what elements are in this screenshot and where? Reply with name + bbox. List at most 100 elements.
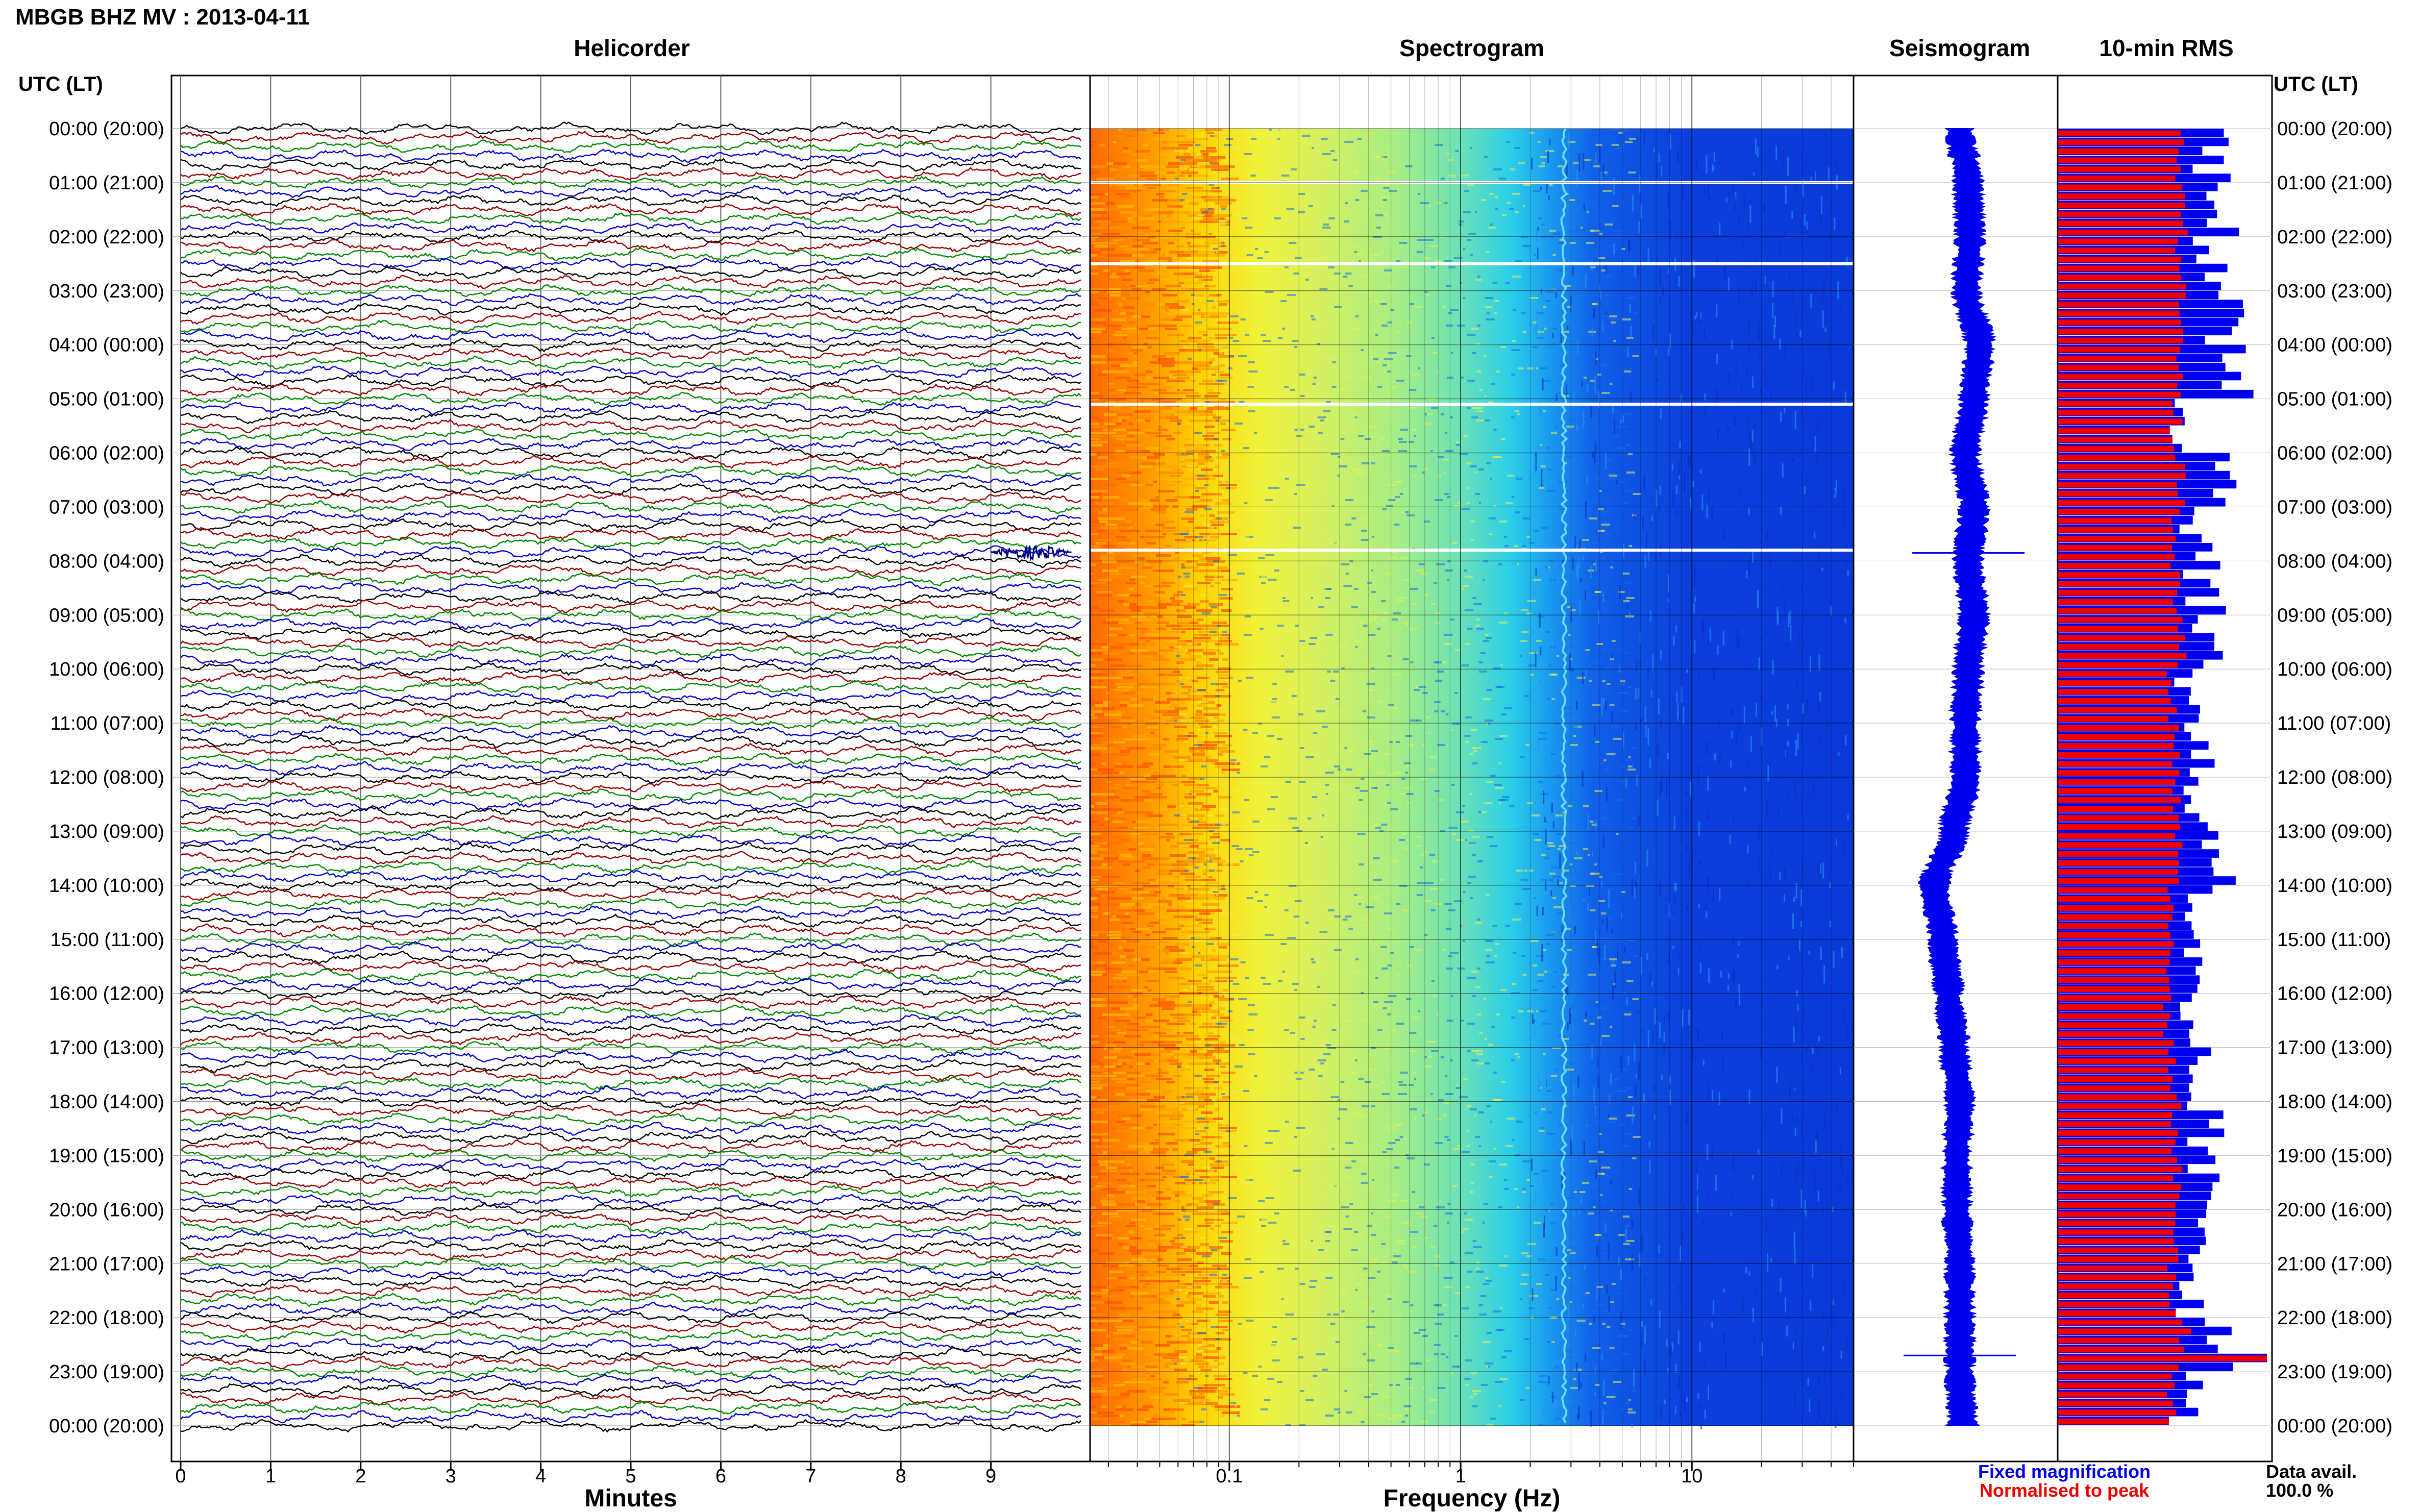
spectrogram-cell — [1570, 1301, 1572, 1303]
spectrogram-cell — [1398, 450, 1408, 452]
spectrogram-cell — [1166, 1268, 1181, 1270]
spectrogram-cell — [1192, 667, 1203, 670]
spectrogram-cell — [1136, 438, 1152, 440]
spectrogram-cell — [1189, 419, 1205, 422]
spectrogram-cell — [1099, 401, 1106, 404]
spectrogram-cell — [1090, 735, 1103, 737]
spectrogram-cell — [1116, 478, 1126, 480]
spectrogram-cell — [1116, 1081, 1122, 1083]
spectrogram-cell — [1177, 591, 1183, 593]
spectrogram-cell — [1178, 1283, 1186, 1285]
spectrogram-cell — [1128, 1249, 1143, 1252]
spectrogram-cell — [1465, 716, 1472, 718]
spectrogram-cell — [1190, 689, 1197, 691]
spectrogram-cell — [1221, 450, 1225, 452]
spectrogram-cell — [1108, 811, 1117, 814]
spectrogram-cell — [1139, 1142, 1147, 1145]
spectrogram-cell — [1098, 272, 1112, 275]
helicorder-trace — [180, 554, 1081, 568]
spectrogram-cell — [1244, 585, 1253, 587]
spectrogram-cell — [1450, 618, 1454, 621]
spectrogram-cell — [1181, 1329, 1192, 1331]
spectrogram-cell — [1129, 937, 1140, 939]
spectrogram-cell — [1179, 175, 1185, 177]
spectrogram-cell — [1113, 1072, 1126, 1074]
spectrogram-cell — [1157, 490, 1175, 492]
spectrogram-cell — [1512, 919, 1521, 921]
spectrogram-cell — [1162, 1176, 1167, 1178]
spectrogram-cell — [1115, 1093, 1125, 1096]
spectrogram-cell — [1264, 906, 1267, 908]
spectrogram-cell — [1544, 1209, 1551, 1211]
spectrogram-cell — [1223, 992, 1232, 994]
spectrogram-cell — [1356, 897, 1363, 899]
spectrogram-cell — [1498, 762, 1502, 764]
spectrogram-cell — [1222, 1274, 1227, 1276]
spectrogram-cell — [1149, 389, 1154, 391]
spectrogram-cell — [1090, 805, 1094, 808]
spectrogram-cell — [1202, 156, 1211, 159]
spectrogram-cell — [1090, 269, 1098, 272]
spectrogram-cell — [1331, 891, 1336, 893]
spectrogram-cell — [1102, 370, 1115, 373]
helicorder-trace — [180, 1409, 1081, 1424]
spectrogram-cell — [1348, 1050, 1352, 1052]
spectrogram-cell — [1168, 162, 1181, 165]
spectrogram-cell — [1272, 698, 1277, 700]
spectrogram-cell — [1098, 202, 1105, 205]
spectrogram-cell — [1486, 251, 1490, 253]
spectrogram-cell — [1155, 1102, 1164, 1105]
spectrogram-cell — [1611, 753, 1616, 755]
spectrogram-cell — [1150, 732, 1155, 734]
spectrogram-cell — [1116, 674, 1121, 676]
spectrogram-cell — [1477, 325, 1480, 327]
spectrogram-cell — [1106, 1105, 1125, 1108]
spectrogram-cell — [1355, 1289, 1358, 1291]
spectrogram-cell — [1238, 781, 1244, 783]
spectrogram-cell — [1186, 395, 1201, 398]
spectrogram-cell — [1549, 830, 1559, 832]
spectrogram-cell — [1102, 652, 1119, 655]
spectrogram-cell — [1288, 374, 1294, 376]
spectrogram-cell — [1169, 129, 1188, 131]
spectrogram-cell — [1325, 392, 1330, 394]
spectrogram-cell — [1264, 827, 1272, 829]
spectrogram-cell — [1201, 1093, 1216, 1096]
spectrogram-cell — [1467, 407, 1472, 409]
spectrogram-cell — [1158, 707, 1175, 710]
spectrogram-cell — [1437, 1118, 1442, 1120]
spectrogram-cell — [1214, 1219, 1217, 1221]
spectrogram-cell — [1215, 465, 1219, 468]
spectrogram-cell — [1257, 928, 1263, 930]
spectrogram-cell — [1118, 266, 1125, 269]
helicorder-trace — [180, 1157, 1081, 1171]
spectrogram-cell — [1154, 1059, 1158, 1062]
spectrogram-cell — [1146, 447, 1162, 450]
spectrogram-cell — [1209, 980, 1228, 982]
spectrogram-cell — [1095, 817, 1104, 820]
helicorder-traces — [180, 121, 1081, 1433]
spectrogram-cell — [1381, 1243, 1386, 1245]
spectrogram-cell — [1090, 254, 1097, 257]
spectrogram-cell — [1469, 147, 1472, 149]
spectrogram-cell — [1165, 756, 1173, 759]
spectrogram-cell — [1221, 769, 1240, 771]
spectrogram-cell — [1603, 759, 1607, 761]
spectrogram-cell — [1144, 860, 1158, 863]
spectrogram-cell — [1548, 1307, 1552, 1309]
spectrogram-cell — [1090, 1004, 1105, 1007]
spectrogram-cell — [1486, 961, 1495, 963]
spectrogram-cell — [1483, 355, 1487, 357]
spectrogram-cell — [1306, 511, 1311, 513]
spectrogram-cell — [1349, 560, 1353, 562]
spectrogram-cell — [1168, 775, 1176, 777]
spectrogram-cell — [1222, 361, 1229, 363]
spectrogram-cell — [1219, 674, 1230, 676]
spectrogram-cell — [1380, 251, 1383, 253]
spectrogram-cell — [1149, 1326, 1161, 1328]
spectrogram-cell — [1165, 946, 1179, 949]
spectrogram-cell — [1569, 643, 1575, 645]
spectrogram-cell — [1420, 854, 1424, 856]
spectrogram-cell — [1221, 772, 1225, 774]
spectrogram-cell — [1447, 1203, 1451, 1205]
